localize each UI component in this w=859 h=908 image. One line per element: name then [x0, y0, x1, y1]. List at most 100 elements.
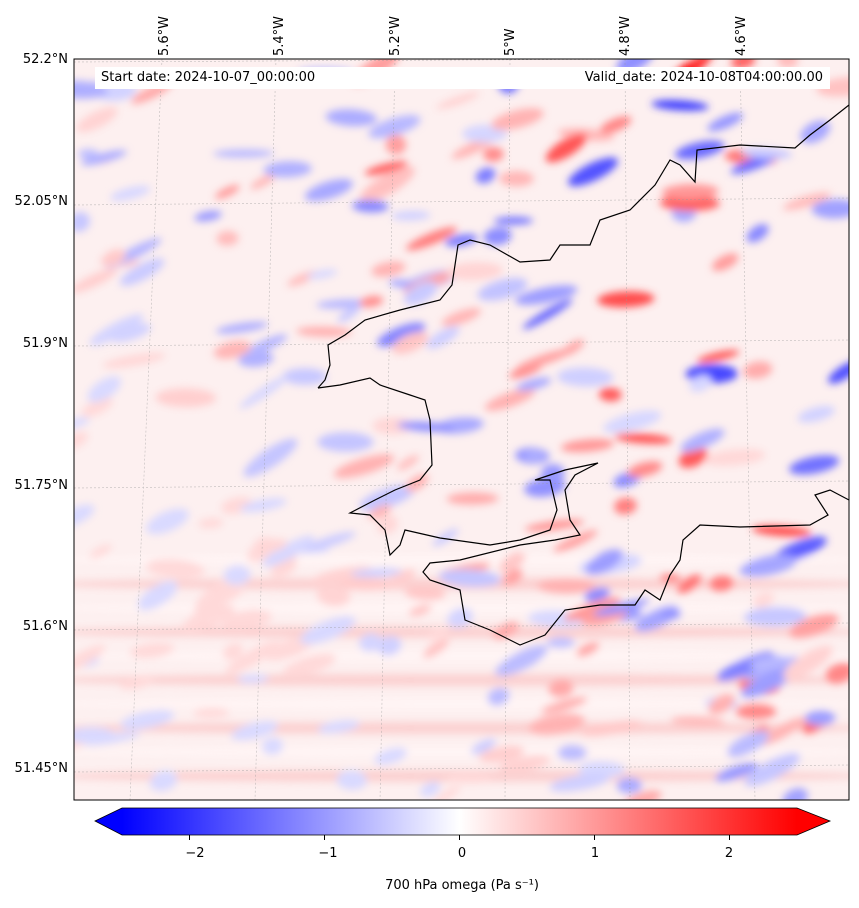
field-streak [74, 268, 118, 293]
field-streak [304, 531, 356, 551]
field-streak [250, 173, 276, 190]
field-streak [441, 308, 482, 327]
field-streak [137, 580, 178, 611]
field-streak [478, 745, 525, 763]
field-streak [483, 147, 504, 162]
field-streak [560, 439, 615, 453]
field-streak [368, 115, 421, 139]
field-streak [306, 269, 338, 280]
field-streak [296, 326, 352, 337]
field-streak [515, 285, 578, 305]
field-streak [223, 565, 251, 586]
lon-label: 4.8°W [618, 15, 633, 56]
field-streak [680, 428, 725, 452]
colorbar-tick-label: 0 [457, 846, 467, 861]
field-streak [180, 605, 235, 633]
field-streak [703, 448, 766, 466]
colorbar-label: 700 hPa omega (Pa s⁻¹) [385, 878, 539, 893]
field-streak [603, 410, 662, 434]
field-streak [213, 340, 252, 359]
field-streak [825, 662, 849, 684]
field-streak [483, 227, 512, 246]
field-streak [597, 291, 655, 308]
field-streak [731, 59, 756, 69]
field-streak [377, 636, 402, 656]
field-streak [231, 721, 279, 741]
field-streak [828, 360, 849, 384]
field-streak [741, 664, 798, 699]
field-streak [351, 568, 403, 578]
field-streak [438, 569, 502, 587]
plot-frame [73, 58, 850, 801]
field-streak [300, 616, 356, 645]
field-streak [727, 730, 770, 757]
field-streak [546, 637, 575, 649]
field-streak [101, 249, 126, 267]
field-streak [406, 227, 457, 251]
field-streak [120, 677, 154, 690]
field-streak [337, 306, 360, 323]
field-streak [576, 642, 600, 657]
field-streak [222, 643, 244, 660]
field-streak [471, 738, 496, 755]
field-streak [239, 498, 287, 513]
lat-label: 52.05°N [14, 194, 68, 209]
field-streak [752, 592, 775, 608]
field-streak [87, 376, 121, 403]
field-streak [660, 607, 682, 620]
field-streak [317, 720, 360, 734]
field-streak [283, 653, 336, 677]
field-streak [338, 576, 390, 591]
field-streak [528, 713, 585, 736]
field-streak [598, 387, 622, 402]
field-streak [316, 586, 351, 607]
field-streak [445, 773, 494, 784]
field-streak [711, 253, 739, 272]
field-band [74, 722, 849, 734]
field-streak [81, 150, 127, 166]
field-streak [661, 183, 719, 200]
field-streak [651, 100, 709, 111]
field-streak [317, 432, 374, 452]
field-streak [74, 504, 95, 528]
field-streak [804, 710, 836, 726]
field-streak [740, 147, 792, 159]
field-streak [256, 538, 288, 553]
field-streak [81, 397, 113, 417]
field-streak [243, 438, 298, 477]
colorbar-extend-high [797, 808, 830, 835]
field-streak [325, 109, 377, 127]
field-streak [540, 697, 588, 714]
field-streak [336, 770, 368, 790]
field-streak [545, 133, 587, 163]
field-streak [359, 295, 384, 308]
field-band [74, 626, 849, 638]
field-streak [739, 554, 797, 577]
field-streak [755, 717, 806, 747]
field-streak [487, 687, 510, 706]
field-streak [659, 573, 682, 583]
field-streak [374, 747, 407, 765]
field-streak [78, 149, 99, 159]
colorbar-tick-label: −2 [185, 846, 205, 861]
field-streak [568, 157, 618, 187]
colorbar-extend-low [95, 808, 122, 835]
field-streak [263, 161, 312, 178]
field-streak [499, 170, 534, 187]
field-streak [84, 731, 140, 746]
field-streak [499, 552, 525, 573]
field-streak [216, 230, 239, 246]
lat-label: 51.75°N [14, 478, 68, 493]
field-streak [616, 59, 654, 74]
field-streak [788, 613, 839, 639]
field-streak [484, 388, 536, 411]
omega-field [74, 59, 849, 800]
field-streak [385, 134, 407, 155]
field-streak [76, 107, 118, 133]
field-streak [797, 405, 835, 423]
field-streak [243, 334, 288, 357]
colorbar-tick-label: 2 [724, 846, 734, 861]
field-streak [580, 720, 643, 737]
field-streak [216, 321, 269, 334]
